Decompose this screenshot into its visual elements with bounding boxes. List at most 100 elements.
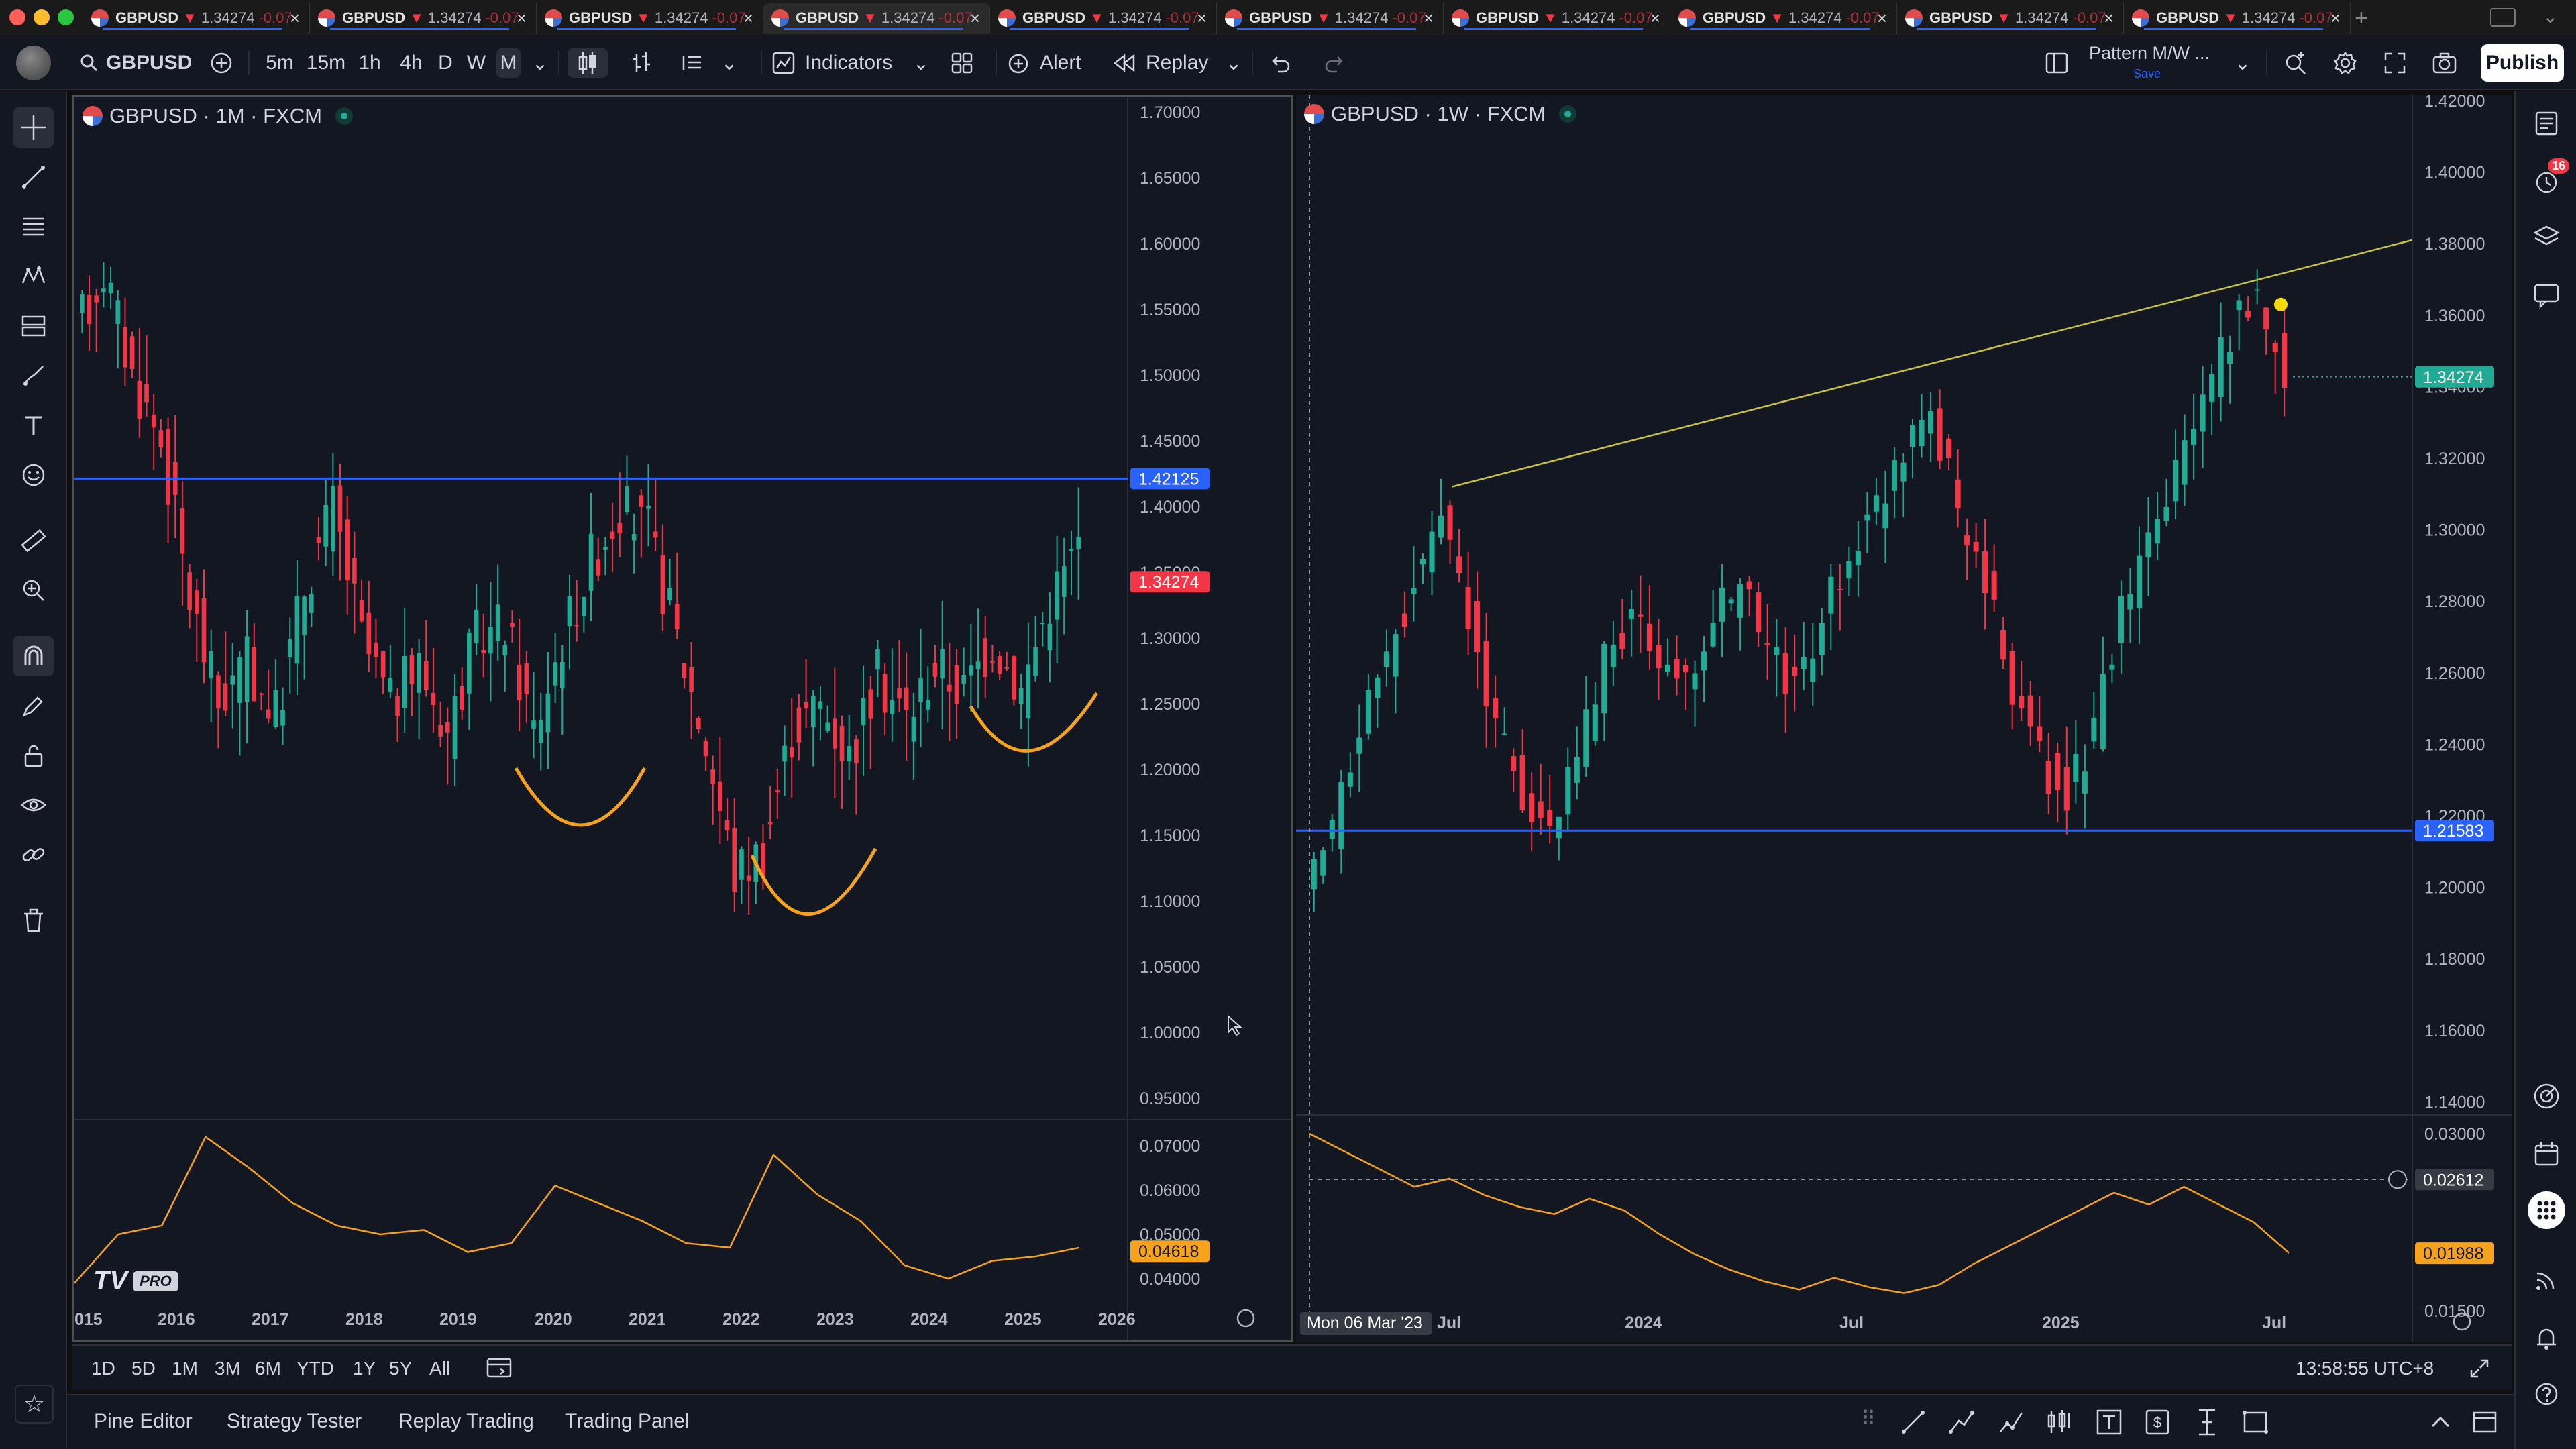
- streams-button[interactable]: [2528, 1261, 2565, 1299]
- browser-tab[interactable]: GBPUSD ▼ 1.34274 -0.07 ×: [1444, 3, 1670, 34]
- maximize-chart-button[interactable]: [2469, 1358, 2490, 1384]
- hide-drawings-tool[interactable]: [13, 785, 54, 825]
- symbol-search-button[interactable]: GBPUSD: [79, 48, 193, 78]
- forecast-tool[interactable]: [13, 306, 54, 346]
- calendar-button[interactable]: [2528, 1135, 2565, 1173]
- chart-legend-weekly[interactable]: GBPUSD · 1W · FXCM: [1304, 102, 1577, 126]
- publish-button[interactable]: Publish: [2481, 44, 2564, 82]
- close-tab-icon[interactable]: ×: [1196, 7, 1207, 28]
- stay-in-drawing-tool[interactable]: [13, 686, 54, 726]
- range-5d[interactable]: 5D: [131, 1358, 156, 1379]
- chart-legend-monthly[interactable]: GBPUSD · 1M · FXCM: [83, 104, 353, 128]
- crosshair-tool[interactable]: [13, 107, 54, 148]
- text-tool[interactable]: [13, 405, 54, 445]
- layout-menu-chevron-icon[interactable]: ⌄: [2234, 52, 2251, 74]
- browser-tab[interactable]: GBPUSD ▼ 1.34274 -0.07 ×: [537, 3, 763, 34]
- close-window-button[interactable]: [9, 9, 25, 25]
- quick-rectangle-button[interactable]: [2241, 1407, 2273, 1440]
- interval-dropdown-chevron-icon[interactable]: ⌄: [531, 52, 549, 74]
- close-tab-icon[interactable]: ×: [743, 7, 753, 28]
- indicators-chevron-icon[interactable]: ⌄: [912, 52, 930, 74]
- new-tab-button[interactable]: +: [2355, 5, 2368, 31]
- quick-price-label-button[interactable]: $: [2143, 1407, 2175, 1440]
- close-tab-icon[interactable]: ×: [1423, 7, 1434, 28]
- trend-line-tool[interactable]: [13, 157, 54, 197]
- range-all[interactable]: All: [429, 1358, 451, 1379]
- help-button[interactable]: [2528, 1375, 2565, 1413]
- tab-strategy-tester[interactable]: Strategy Tester: [227, 1410, 362, 1432]
- candles-chart-type-button[interactable]: [568, 48, 608, 78]
- clock-timezone[interactable]: 13:58:55 UTC+8: [2296, 1358, 2434, 1379]
- tab-pine-editor[interactable]: Pine Editor: [94, 1410, 193, 1432]
- magnet-tool[interactable]: [13, 636, 54, 676]
- alert-button[interactable]: Alert: [1006, 48, 1096, 78]
- redo-button[interactable]: [1318, 48, 1352, 78]
- close-tab-icon[interactable]: ×: [289, 7, 300, 28]
- drag-handle-icon[interactable]: ⠿: [1861, 1408, 1876, 1430]
- maximize-window-button[interactable]: [58, 9, 74, 25]
- object-tree-button[interactable]: [2528, 219, 2565, 256]
- compare-symbol-button[interactable]: [204, 48, 239, 78]
- maximize-panel-button[interactable]: [2470, 1407, 2502, 1440]
- pattern-tool[interactable]: [13, 256, 54, 297]
- tab-replay-trading[interactable]: Replay Trading: [398, 1410, 534, 1432]
- browser-tab[interactable]: GBPUSD ▼ 1.34274 -0.07 ×: [1897, 3, 2124, 34]
- chart-type-menu-button[interactable]: [675, 48, 710, 78]
- pattern-arc-right-shoulder[interactable]: [969, 692, 1099, 753]
- range-1m[interactable]: 1M: [172, 1358, 198, 1379]
- brush-tool[interactable]: [13, 356, 54, 396]
- interval-15m[interactable]: 15m: [306, 52, 346, 74]
- range-3m[interactable]: 3M: [215, 1358, 241, 1379]
- browser-tab[interactable]: GBPUSD ▼ 1.34274 -0.07 ×: [990, 3, 1217, 34]
- notifications-button[interactable]: [2528, 1319, 2565, 1356]
- browser-tab[interactable]: GBPUSD ▼ 1.34274 -0.07 ×: [2124, 3, 2351, 34]
- pattern-arc-head[interactable]: [750, 847, 877, 916]
- close-tab-icon[interactable]: ×: [1876, 7, 1887, 28]
- emoji-tool[interactable]: [13, 455, 54, 495]
- layout-name[interactable]: Pattern M/W ...: [2089, 43, 2210, 63]
- interval-m[interactable]: M: [496, 48, 521, 78]
- alerts-button[interactable]: 16: [2528, 158, 2569, 200]
- close-tab-icon[interactable]: ×: [516, 7, 527, 28]
- interval-w[interactable]: W: [466, 52, 486, 74]
- scale-settings-icon[interactable]: [1236, 1309, 1255, 1328]
- fullscreen-button[interactable]: [2377, 48, 2412, 78]
- ruler-tool[interactable]: [13, 521, 54, 561]
- browser-tab[interactable]: GBPUSD ▼ 1.34274 -0.07 ×: [1217, 3, 1444, 34]
- close-tab-icon[interactable]: ×: [2103, 7, 2114, 28]
- interval-1h[interactable]: 1h: [358, 52, 381, 74]
- collapse-panel-button[interactable]: [2426, 1407, 2458, 1440]
- add-alert-plus-icon[interactable]: [2388, 1170, 2407, 1189]
- fib-tool[interactable]: [13, 207, 54, 247]
- sidebar-toggle-icon[interactable]: [2490, 8, 2516, 27]
- range-ytd[interactable]: YTD: [297, 1358, 334, 1379]
- chart-pane-weekly[interactable]: 1.420001.400001.380001.360001.340001.320…: [1296, 95, 2512, 1342]
- range-1y[interactable]: 1Y: [353, 1358, 376, 1379]
- quick-polyline-button[interactable]: [1996, 1407, 2029, 1440]
- minimize-window-button[interactable]: [34, 9, 50, 25]
- interval-5m[interactable]: 5m: [266, 52, 294, 74]
- weekly-chart-canvas[interactable]: 1.420001.400001.380001.360001.340001.320…: [1296, 95, 2512, 1342]
- indicators-button[interactable]: Indicators: [771, 48, 898, 78]
- quick-path-button[interactable]: [1947, 1407, 1979, 1440]
- lock-drawings-tool[interactable]: [13, 735, 54, 775]
- replay-chevron-icon[interactable]: ⌄: [1225, 52, 1242, 74]
- chart-type-chevron-icon[interactable]: ⌄: [720, 52, 738, 74]
- quick-text-button[interactable]: [2094, 1407, 2127, 1440]
- chats-button[interactable]: [2528, 276, 2565, 314]
- monthly-chart-canvas[interactable]: 1.70000 1.65000 1.60000 1.55000 1.50000 1.450…: [74, 97, 1291, 1340]
- zoom-tool[interactable]: [13, 570, 54, 610]
- range-6m[interactable]: 6M: [255, 1358, 281, 1379]
- quick-trend-line-button[interactable]: [1898, 1407, 1931, 1440]
- user-avatar[interactable]: [16, 46, 51, 80]
- close-tab-icon[interactable]: ×: [2330, 7, 2341, 28]
- remove-drawings-tool[interactable]: [13, 900, 54, 941]
- watchlist-button[interactable]: [2528, 105, 2565, 142]
- quick-pattern-button[interactable]: [2045, 1407, 2077, 1440]
- layout-select-button[interactable]: [2039, 48, 2074, 78]
- layout-save-link[interactable]: Save: [2133, 67, 2161, 80]
- interval-4h[interactable]: 4h: [400, 52, 423, 74]
- tab-trading-panel[interactable]: Trading Panel: [565, 1410, 690, 1432]
- favorites-star-button[interactable]: ☆: [15, 1385, 54, 1424]
- replay-button[interactable]: Replay: [1112, 48, 1213, 78]
